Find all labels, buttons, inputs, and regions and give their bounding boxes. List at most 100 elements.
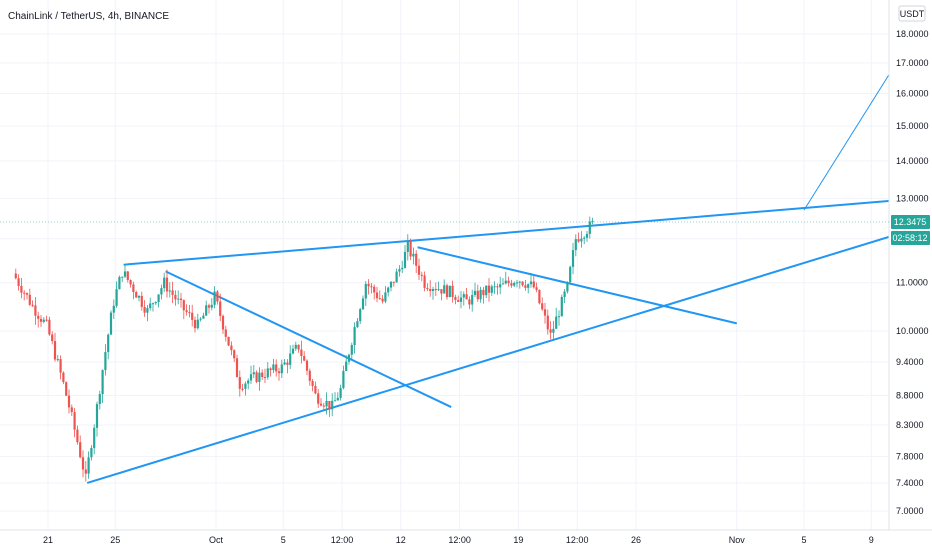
candle-body <box>199 318 202 320</box>
candle-body <box>445 285 449 298</box>
trendline-projection[interactable] <box>803 62 897 211</box>
candle-body <box>263 377 267 379</box>
candle-body <box>104 352 107 371</box>
candle-body <box>328 400 331 410</box>
candle-body <box>319 403 323 406</box>
candle-body <box>345 361 348 372</box>
symbol-title[interactable]: ChainLink / TetherUS, 4h, BINANCE <box>8 11 169 22</box>
trendline-upper-resistance[interactable] <box>123 199 897 266</box>
x-tick-label: Oct <box>209 535 224 545</box>
candle-body <box>121 276 124 278</box>
candle-body <box>42 319 45 322</box>
candle-body <box>17 278 20 286</box>
candle-body <box>289 353 292 365</box>
trendline-lower-support[interactable] <box>86 233 897 484</box>
candle-body <box>258 372 261 382</box>
candle-body <box>342 371 345 389</box>
candle-body <box>286 362 289 365</box>
candle-body <box>14 273 17 279</box>
y-tick-label: 17.0000 <box>896 58 929 68</box>
countdown-text: 02:58:12 <box>892 233 927 243</box>
candle-body <box>501 283 505 285</box>
trendline-first-descending[interactable] <box>165 270 452 408</box>
candle-body <box>185 310 188 312</box>
candle-body <box>359 309 362 322</box>
candle-body <box>381 298 384 302</box>
candle-body <box>440 289 443 294</box>
time-scale[interactable]: 21 25 Oct 5 12:00 12 12:00 19 12:00 26 Nov 5 9 <box>43 535 874 545</box>
candle-body <box>387 287 390 293</box>
candle-body <box>370 286 373 288</box>
candle-body <box>555 316 558 329</box>
candle-body <box>518 281 521 283</box>
candle-body <box>62 372 65 383</box>
trendlines[interactable] <box>86 62 897 484</box>
candle-body <box>451 285 454 298</box>
candle-body <box>230 345 233 351</box>
candle-body <box>93 427 96 449</box>
y-tick-label: 10.0000 <box>896 326 929 336</box>
currency-badge[interactable]: USDT <box>898 5 926 22</box>
candle-body <box>51 334 54 342</box>
candle-body <box>367 283 370 287</box>
candle-body <box>109 312 113 335</box>
candle-body <box>423 275 426 288</box>
candle-body <box>294 344 297 349</box>
y-tick-label: 8.8000 <box>896 390 924 400</box>
candle-body <box>485 285 488 296</box>
candle-body <box>70 407 73 413</box>
candle-body <box>499 284 502 288</box>
price-scale-bg <box>889 0 932 530</box>
x-tick-label: 25 <box>110 535 120 545</box>
x-tick-label: 5 <box>281 535 286 545</box>
candle-body <box>233 350 236 359</box>
candle-body <box>524 285 527 288</box>
candle-body <box>401 267 404 270</box>
trendline-second-descending[interactable] <box>417 246 738 325</box>
candle-body <box>353 327 356 345</box>
y-tick-label: 8.3000 <box>896 420 924 430</box>
candle-body <box>549 329 552 333</box>
candle-body <box>487 285 491 293</box>
candle-body <box>84 469 87 474</box>
candle-body <box>280 364 283 374</box>
candle-body <box>238 377 241 389</box>
candle-body <box>53 341 57 360</box>
candle-body <box>188 311 191 313</box>
candle-body <box>73 412 76 430</box>
candle-body <box>56 359 59 361</box>
candle-body <box>521 281 524 286</box>
candle-body <box>283 362 286 365</box>
candle-body <box>177 298 180 300</box>
candle-body <box>163 277 166 289</box>
candle-body <box>135 292 138 298</box>
y-tick-label: 18.0000 <box>896 29 929 39</box>
candle-body <box>37 315 40 319</box>
candle-body <box>255 372 258 382</box>
candle-body <box>59 359 62 373</box>
candle-body <box>331 400 334 410</box>
candle-body <box>146 308 149 313</box>
candle-body <box>266 368 269 378</box>
candle-body <box>580 238 583 242</box>
candle-body <box>510 283 513 286</box>
x-tick-label: 12:00 <box>331 535 354 545</box>
candle-body <box>171 290 174 295</box>
candle-body <box>275 364 278 372</box>
candle-body <box>507 280 510 284</box>
y-tick-label: 7.8000 <box>896 451 924 461</box>
candle-body <box>219 301 222 316</box>
price-scale[interactable]: 18.0000 17.0000 16.0000 15.0000 14.0000 13.00… <box>896 29 929 516</box>
candle-body <box>476 290 479 300</box>
candle-body <box>471 295 474 305</box>
candle-body <box>322 405 325 407</box>
candle-body <box>459 297 463 302</box>
candle-body <box>339 388 342 398</box>
candle-body <box>356 321 359 328</box>
candle-body <box>31 304 34 306</box>
candle-body <box>513 282 516 286</box>
candle-body <box>205 305 208 316</box>
candle-body <box>143 306 146 313</box>
